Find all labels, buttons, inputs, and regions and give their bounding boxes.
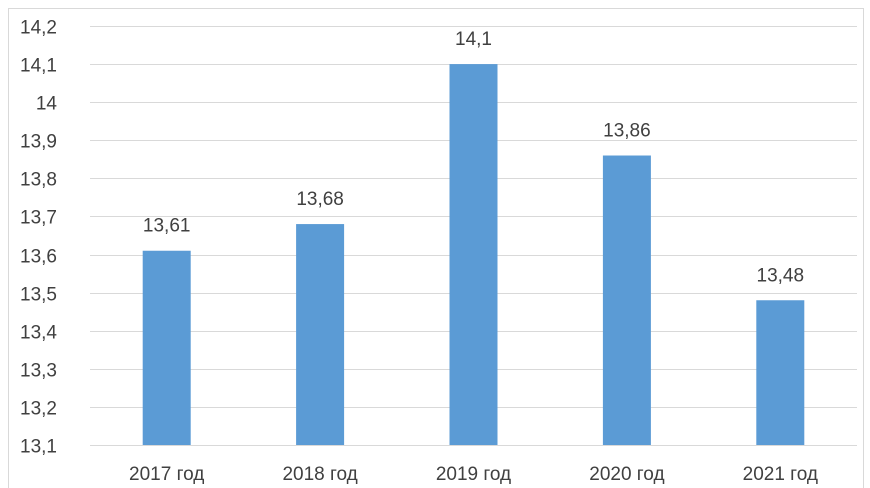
bars <box>142 64 805 445</box>
x-category-label: 2019 год <box>436 464 511 485</box>
bar <box>602 155 651 445</box>
y-axis-tick-labels: 14,2 14,1 14 13,9 13,8 13,7 13,6 13,5 13,4 13,3 13… <box>20 18 57 458</box>
data-label: 13,48 <box>757 265 805 286</box>
x-category-label: 2021 год <box>743 464 818 485</box>
y-tick-label: 13,8 <box>20 170 57 191</box>
data-label: 14,1 <box>455 29 492 50</box>
bar <box>142 250 191 445</box>
y-tick-label: 13,6 <box>20 247 57 268</box>
data-label: 13,86 <box>603 121 651 142</box>
x-axis-category-labels: 2017 год 2018 год 2019 год 2020 год 2021 год <box>129 464 818 485</box>
y-tick-label: 13,2 <box>20 399 57 420</box>
data-labels: 13,61 13,68 14,1 13,86 13,48 <box>143 29 804 286</box>
y-tick-label: 14 <box>36 94 58 115</box>
chart-border <box>8 8 864 488</box>
y-tick-label: 13,5 <box>20 285 57 306</box>
y-tick-label: 13,3 <box>20 361 57 382</box>
x-category-label: 2020 год <box>589 464 664 485</box>
bar <box>756 300 805 445</box>
y-tick-label: 13,4 <box>20 323 57 344</box>
y-tick-label: 14,2 <box>20 18 57 39</box>
bar <box>296 224 345 445</box>
y-tick-label: 13,9 <box>20 132 57 153</box>
x-category-label: 2018 год <box>282 464 357 485</box>
y-tick-label: 14,1 <box>20 56 57 77</box>
bar <box>449 64 498 445</box>
x-category-label: 2017 год <box>129 464 204 485</box>
y-tick-label: 13,7 <box>20 208 57 229</box>
data-label: 13,61 <box>143 216 191 237</box>
data-label: 13,68 <box>296 189 344 210</box>
y-tick-label: 13,1 <box>20 437 57 458</box>
